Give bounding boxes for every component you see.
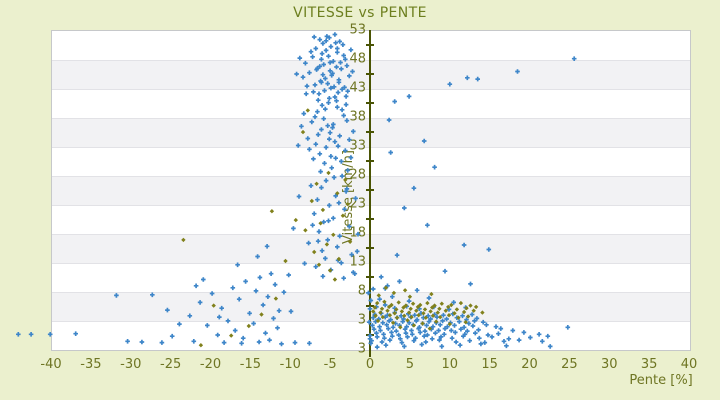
plot-band	[52, 60, 690, 89]
y-tick-label: 33	[349, 138, 366, 154]
y-axis-minor-tick	[366, 72, 374, 75]
y-tick-label: 3	[357, 341, 366, 357]
plot-band	[52, 118, 690, 147]
y-tick-label: 43	[349, 80, 366, 96]
x-tick-label: 15	[481, 357, 498, 372]
x-tick-label: 40	[680, 357, 698, 372]
x-tick-label: -20	[199, 357, 222, 372]
x-tick-label: -15	[239, 357, 261, 372]
x-tick-label: -5	[323, 357, 337, 372]
y-axis-minor-tick	[366, 130, 374, 133]
plot-band	[52, 205, 690, 234]
x-tick-label: 0	[365, 357, 375, 372]
y-axis-minor-tick	[366, 246, 374, 249]
y-tick-label: 3	[357, 312, 366, 328]
x-tick-label: -35	[80, 357, 102, 372]
plot-band	[52, 292, 690, 321]
x-tick-label: 5	[405, 357, 415, 372]
y-axis-minor-tick	[366, 159, 374, 162]
plot-area	[51, 30, 691, 351]
y-axis-minor-tick	[366, 304, 374, 307]
scatter-points-serie-bleue	[16, 32, 577, 350]
x-tick-label: 10	[441, 357, 459, 372]
y-axis-minor-tick	[366, 101, 374, 104]
x-tick-label: -40	[40, 357, 62, 372]
y-axis-minor-tick	[366, 43, 374, 46]
plot-band	[52, 234, 690, 263]
y-tick-label: 28	[349, 167, 366, 183]
x-tick-label: -30	[120, 357, 142, 372]
y-axis-minor-tick	[366, 275, 374, 278]
y-axis-zero-line	[369, 30, 371, 357]
x-tick-label: 20	[521, 357, 538, 372]
x-tick-label: -25	[160, 357, 182, 372]
x-axis-title: Pente [%]	[629, 373, 693, 388]
y-tick-label: 53	[349, 22, 366, 38]
y-tick-label: 38	[349, 109, 366, 125]
x-tick-label: 30	[600, 357, 618, 372]
plot-band	[52, 263, 690, 292]
y-tick-label: 23	[349, 196, 366, 212]
y-tick-label: 48	[349, 51, 366, 67]
x-tick-label: 35	[640, 357, 658, 372]
x-tick-label: 25	[561, 357, 578, 372]
plot-band	[52, 176, 690, 205]
y-axis-minor-tick	[366, 188, 374, 191]
chart-title: VITESSE vs PENTE	[293, 5, 427, 21]
y-tick-label: 13	[349, 254, 366, 270]
y-tick-label: 8	[357, 283, 366, 299]
scatter-points-serie-olive	[181, 108, 485, 348]
x-tick-label: -10	[279, 357, 301, 372]
y-axis-minor-tick	[366, 217, 374, 220]
plot-band	[52, 147, 690, 176]
plot-band	[52, 89, 690, 118]
